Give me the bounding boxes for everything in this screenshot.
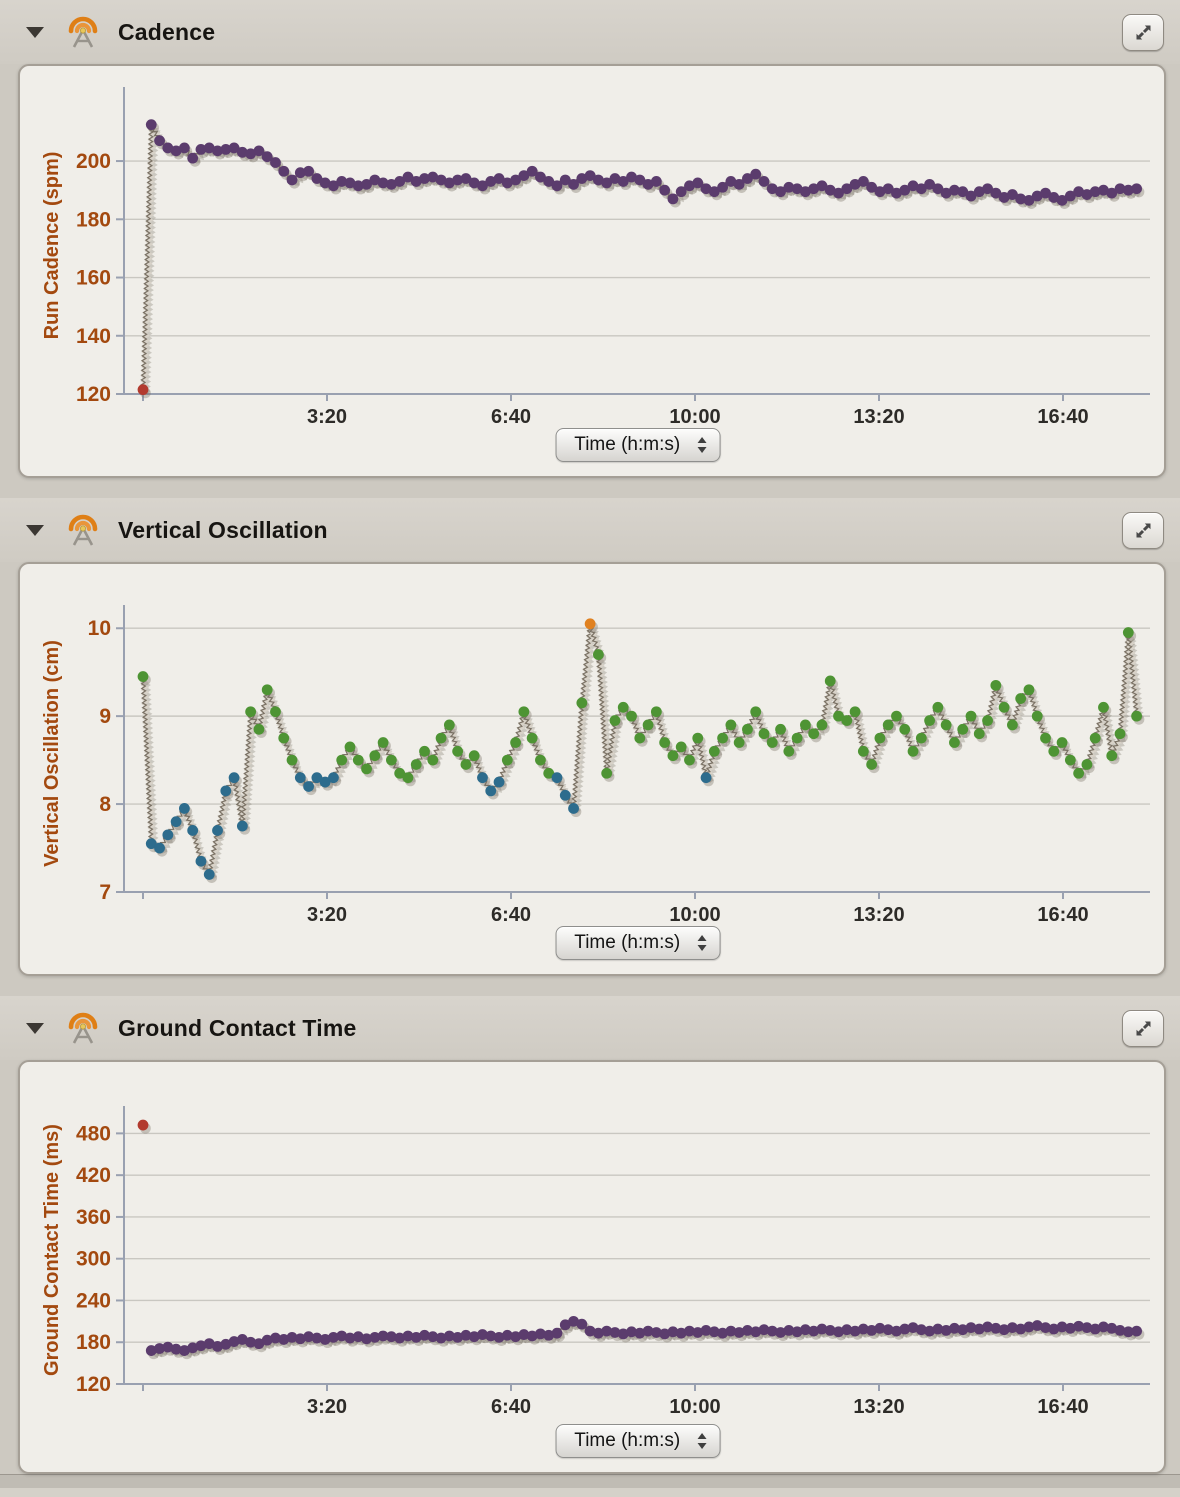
svg-text:140: 140 [76,325,111,348]
chart-section-title: Vertical Oscillation [118,516,328,543]
svg-text:8: 8 [99,793,111,816]
svg-text:Ground Contact Time (ms): Ground Contact Time (ms) [41,1124,63,1376]
next-section-edge [0,1474,1180,1497]
x-axis-unit-label: Time (h:m:s) [574,932,681,953]
svg-text:Vertical Oscillation (cm): Vertical Oscillation (cm) [41,640,63,867]
collapse-triangle-icon[interactable] [26,524,44,536]
vertical-oscillation-chart[interactable]: 7 8 9 10 3:20 6:40 10:00 13:20 16:40 Vertical Osc… [20,564,1166,964]
cadence-chart[interactable]: 120 140 160 180 200 3:20 6:40 10:00 13:20 16:40 Ru… [20,66,1166,466]
svg-text:120: 120 [76,1373,111,1396]
collapse-triangle-icon[interactable] [26,1022,44,1034]
vertical-oscillation-section: Vertical Oscillation 7 8 9 10 3:20 6:40 10:00 1… [0,498,1180,976]
running-dynamics-sensor-icon [66,1010,100,1046]
svg-text:10:00: 10:00 [669,1396,720,1418]
x-axis-unit-label: Time (h:m:s) [574,434,681,455]
svg-text:6:40: 6:40 [491,904,531,926]
svg-text:13:20: 13:20 [853,1396,904,1418]
expand-diagonal-arrows-icon [1136,1021,1150,1035]
ground-contact-time-chart[interactable]: 120 180 240 300 360 420 480 3:20 6:40 10:00 13:20 1… [20,1062,1166,1462]
chart-section-title: Cadence [118,18,216,45]
svg-text:3:20: 3:20 [307,904,347,926]
running-dynamics-sensor-icon [66,512,100,548]
expand-chart-button[interactable] [1122,511,1164,549]
section-header: Vertical Oscillation [0,498,1180,562]
collapse-triangle-icon[interactable] [26,26,44,38]
svg-text:3:20: 3:20 [307,1396,347,1418]
expand-diagonal-arrows-icon [1136,523,1150,537]
svg-text:10:00: 10:00 [669,904,720,926]
x-axis-unit-selector[interactable]: Time (h:m:s) [555,926,721,960]
svg-text:6:40: 6:40 [491,406,531,428]
svg-text:200: 200 [76,150,111,173]
svg-text:480: 480 [76,1122,111,1145]
svg-text:16:40: 16:40 [1037,1396,1088,1418]
svg-text:16:40: 16:40 [1037,406,1088,428]
expand-chart-button[interactable] [1122,13,1164,51]
chart-panel: 120 180 240 300 360 420 480 3:20 6:40 10:00 13:20 1… [18,1060,1166,1474]
svg-text:13:20: 13:20 [853,904,904,926]
svg-text:6:40: 6:40 [491,1396,531,1418]
up-down-arrows-icon [697,437,707,453]
svg-text:360: 360 [76,1206,111,1229]
svg-text:180: 180 [76,1331,111,1354]
svg-text:10: 10 [88,617,111,640]
svg-text:13:20: 13:20 [853,406,904,428]
svg-text:120: 120 [76,383,111,406]
up-down-arrows-icon [697,935,707,951]
x-axis-unit-selector[interactable]: Time (h:m:s) [555,1424,721,1458]
up-down-arrows-icon [697,1433,707,1449]
svg-text:7: 7 [99,881,111,904]
running-dynamics-sensor-icon [66,14,100,50]
chart-section-title: Ground Contact Time [118,1014,357,1041]
svg-text:300: 300 [76,1248,111,1271]
svg-text:Run Cadence (spm): Run Cadence (spm) [41,152,63,340]
expand-chart-button[interactable] [1122,1009,1164,1047]
chart-panel: 7 8 9 10 3:20 6:40 10:00 13:20 16:40 Vertical Osc… [18,562,1166,976]
svg-text:10:00: 10:00 [669,406,720,428]
svg-text:16:40: 16:40 [1037,904,1088,926]
svg-text:240: 240 [76,1289,111,1312]
chart-panel: 120 140 160 180 200 3:20 6:40 10:00 13:20 16:40 Ru… [18,64,1166,478]
ground-contact-time-section: Ground Contact Time 120 180 240 300 360 420 48… [0,996,1180,1474]
svg-text:420: 420 [76,1164,111,1187]
expand-diagonal-arrows-icon [1136,25,1150,39]
svg-text:9: 9 [99,705,111,728]
section-header: Cadence [0,0,1180,64]
svg-text:3:20: 3:20 [307,406,347,428]
svg-text:180: 180 [76,208,111,231]
svg-text:160: 160 [76,267,111,290]
section-header: Ground Contact Time [0,996,1180,1060]
cadence-section: Cadence 120 140 160 180 200 3:20 6:40 10:00 13:2… [0,0,1180,478]
x-axis-unit-label: Time (h:m:s) [574,1430,681,1451]
x-axis-unit-selector[interactable]: Time (h:m:s) [555,428,721,462]
